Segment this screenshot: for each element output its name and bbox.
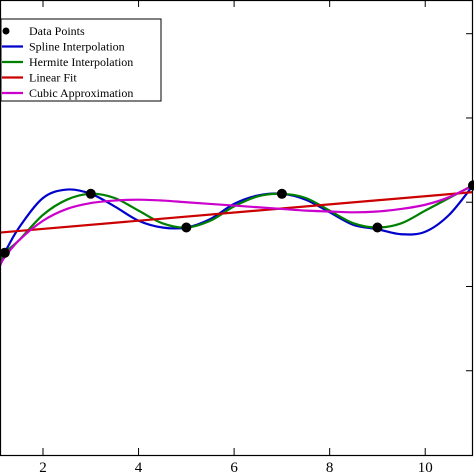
legend-label-data-points: Data Points bbox=[29, 24, 85, 38]
legend-box bbox=[0, 18, 162, 102]
series-line-spline-interpolation bbox=[0, 184, 474, 266]
data-point bbox=[276, 188, 287, 199]
legend-label-linear-fit: Linear Fit bbox=[29, 71, 77, 85]
legend-label-spline-interpolation: Spline Interpolation bbox=[29, 40, 125, 54]
x-tick-label: 8 bbox=[326, 460, 334, 474]
data-point bbox=[372, 222, 383, 233]
data-point bbox=[85, 188, 96, 199]
curves-layer bbox=[0, 184, 474, 266]
legend-marker-data-points bbox=[2, 27, 10, 35]
x-tick-label: 2 bbox=[39, 460, 47, 474]
data-point bbox=[181, 222, 192, 233]
series-line-linear-fit bbox=[0, 191, 474, 234]
legend-label-cubic-approximation: Cubic Approximation bbox=[29, 86, 133, 100]
plot-frame bbox=[0, 0, 474, 457]
x-tick-label: 6 bbox=[230, 460, 238, 474]
data-point bbox=[0, 247, 10, 258]
x-tick-label: 10 bbox=[418, 460, 433, 474]
series-line-cubic-approximation bbox=[0, 184, 474, 266]
x-tick-label: 4 bbox=[135, 460, 143, 474]
markers-layer bbox=[0, 180, 474, 258]
legend-label-hermite-interpolation: Hermite Interpolation bbox=[29, 55, 133, 69]
